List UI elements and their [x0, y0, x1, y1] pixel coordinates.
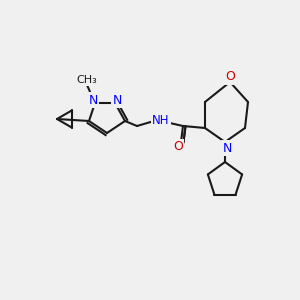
Text: O: O — [225, 70, 235, 83]
Text: NH: NH — [152, 113, 170, 127]
Text: CH₃: CH₃ — [76, 75, 98, 85]
Text: N: N — [222, 142, 232, 154]
Text: N: N — [112, 94, 122, 106]
Text: O: O — [173, 140, 183, 154]
Text: N: N — [88, 94, 98, 106]
